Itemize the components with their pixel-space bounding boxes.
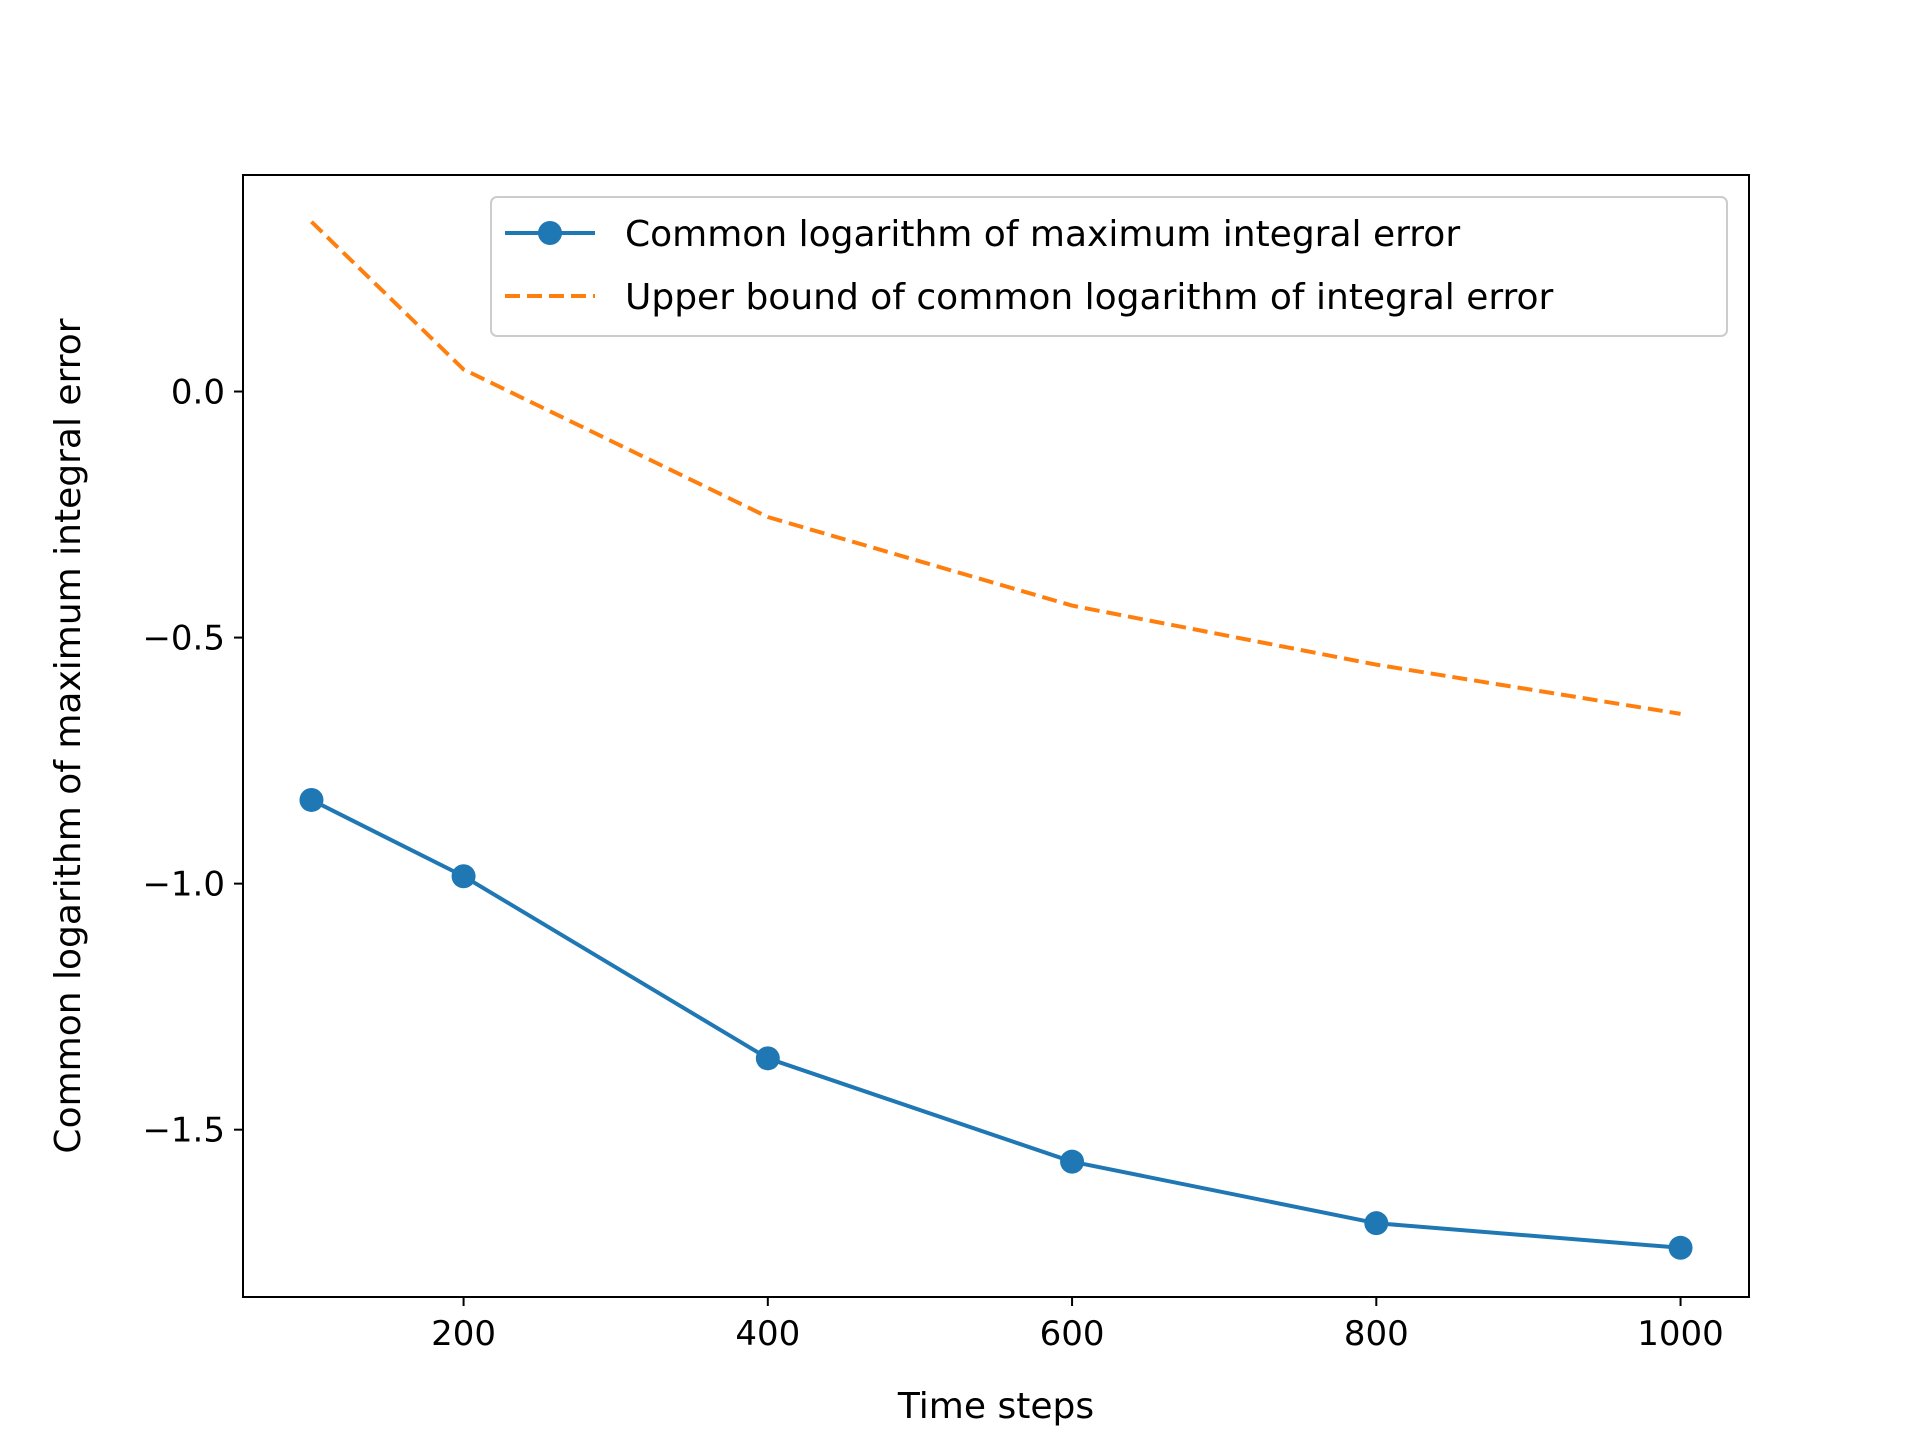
x-tick-label: 400 — [735, 1314, 800, 1354]
legend-box — [490, 196, 1728, 337]
series-line-2 — [310, 220, 1681, 716]
y-tick-label: −1.5 — [142, 1111, 225, 1151]
legend-label-1: Common logarithm of maximum integral err… — [625, 214, 1460, 255]
series-layer — [299, 220, 1693, 1260]
data-point — [1060, 1149, 1085, 1174]
data-point — [755, 1046, 780, 1071]
x-axis-ticks: 200 400 600 800 1000 — [431, 1297, 1724, 1354]
data-point — [1364, 1211, 1389, 1236]
legend-label-2: Upper bound of common logarithm of integ… — [625, 277, 1554, 318]
data-point — [451, 864, 476, 889]
legend-marker — [538, 221, 562, 245]
data-point — [1668, 1235, 1693, 1260]
y-tick-label: 0.0 — [171, 373, 225, 413]
data-point — [299, 787, 324, 812]
legend: Common logarithm of maximum integral err… — [490, 196, 1728, 337]
y-tick-label: −1.0 — [142, 865, 225, 905]
x-tick-label: 200 — [431, 1314, 496, 1354]
y-axis-label: Common logarithm of maximum integral err… — [48, 318, 89, 1153]
x-tick-label: 800 — [1344, 1314, 1409, 1354]
y-axis-ticks: 0.0 −0.5 −1.0 −1.5 — [142, 373, 243, 1151]
y-tick-label: −0.5 — [142, 619, 225, 659]
x-axis-label: Time steps — [897, 1386, 1094, 1427]
x-tick-label: 1000 — [1637, 1314, 1724, 1354]
plot-area-frame — [242, 174, 1750, 1298]
x-tick-label: 600 — [1040, 1314, 1105, 1354]
legend-entries: Common logarithm of maximum integral err… — [505, 214, 1554, 318]
series-line-1 — [310, 798, 1681, 1250]
